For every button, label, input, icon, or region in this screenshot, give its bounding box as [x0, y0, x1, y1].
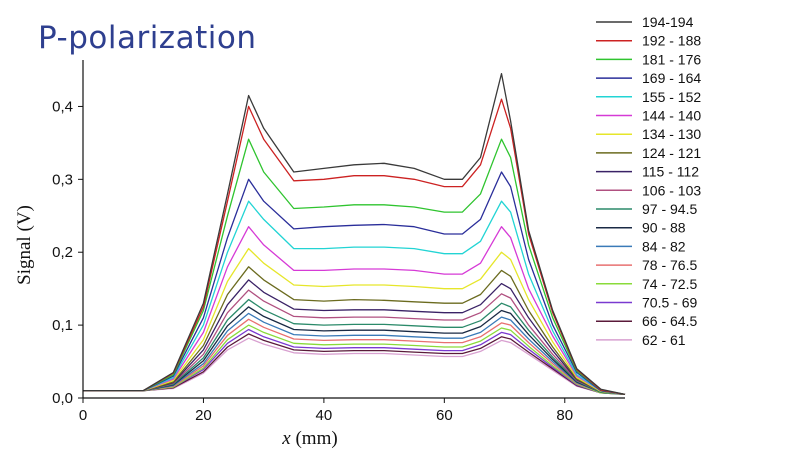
legend-item: 90 - 88 — [596, 220, 686, 236]
series-line — [83, 171, 626, 396]
legend-item: 115 - 112 — [596, 164, 699, 180]
ticks: 0 20 40 60 80 0,0 0,1 0,2 0,3 0,4 — [52, 98, 573, 424]
legend-item: 144 - 140 — [596, 108, 701, 124]
y-tick-label: 0,0 — [52, 390, 73, 407]
y-axis-label: Signal (V) — [14, 205, 35, 285]
legend-item: 66 - 64.5 — [596, 313, 697, 329]
series-line — [83, 247, 626, 396]
legend-item: 106 - 103 — [596, 182, 701, 198]
y-tick-label: 0,1 — [52, 317, 73, 334]
chart-title: P-polarization — [38, 20, 257, 56]
x-tick-label: 40 — [316, 407, 333, 424]
y-tick-label: 0,4 — [52, 98, 73, 115]
legend-label: 155 - 152 — [642, 89, 701, 105]
x-tick-label: 0 — [79, 407, 87, 424]
legend-item: 78 - 76.5 — [596, 257, 697, 273]
plot-lines — [83, 72, 626, 396]
x-tick-label: 20 — [195, 407, 212, 424]
series-line — [83, 266, 626, 396]
legend-label: 78 - 76.5 — [642, 257, 697, 273]
legend-label: 192 - 188 — [642, 33, 701, 49]
legend-label: 169 - 164 — [642, 70, 701, 86]
legend-label: 70.5 - 69 — [642, 295, 697, 311]
series-line — [83, 312, 626, 396]
series-line — [83, 200, 626, 396]
series-line — [83, 289, 626, 396]
legend-item: 84 - 82 — [596, 238, 686, 254]
legend-label: 66 - 64.5 — [642, 313, 697, 329]
legend-item: 97 - 94.5 — [596, 201, 697, 217]
axes — [82, 60, 625, 399]
legend-label: 194-194 — [642, 14, 694, 30]
legend-label: 97 - 94.5 — [642, 201, 697, 217]
x-tick-label: 60 — [436, 407, 453, 424]
x-axis-label: x (mm) — [281, 428, 337, 449]
series-line — [83, 337, 626, 396]
series-line — [83, 333, 626, 396]
legend-item: 181 - 176 — [596, 51, 701, 67]
legend-item: 192 - 188 — [596, 33, 701, 49]
series-line — [83, 318, 626, 396]
x-tick-label: 80 — [556, 407, 573, 424]
legend-label: 62 - 61 — [642, 332, 686, 348]
legend-item: 155 - 152 — [596, 89, 701, 105]
legend-item: 194-194 — [596, 14, 694, 30]
y-tick-label: 0,2 — [52, 244, 73, 261]
series-line — [83, 328, 626, 396]
series-line — [83, 279, 626, 396]
series-line — [83, 226, 626, 396]
legend-label: 115 - 112 — [642, 164, 699, 180]
legend-label: 134 - 130 — [642, 126, 701, 142]
legend-label: 181 - 176 — [642, 51, 701, 67]
legend-label: 106 - 103 — [642, 182, 701, 198]
series-line — [83, 72, 626, 396]
legend-item: 62 - 61 — [596, 332, 686, 348]
series-line — [83, 298, 626, 396]
legend-label: 90 - 88 — [642, 220, 686, 236]
series-line — [83, 98, 626, 396]
series-line — [83, 324, 626, 396]
legend-item: 124 - 121 — [596, 145, 701, 161]
legend-item: 134 - 130 — [596, 126, 701, 142]
legend-item: 74 - 72.5 — [596, 276, 697, 292]
y-tick-label: 0,3 — [52, 171, 73, 188]
legend-label: 84 - 82 — [642, 238, 686, 254]
legend-label: 144 - 140 — [642, 108, 701, 124]
legend-item: 70.5 - 69 — [596, 295, 697, 311]
legend-label: 124 - 121 — [642, 145, 701, 161]
series-line — [83, 138, 626, 396]
legend-label: 74 - 72.5 — [642, 276, 697, 292]
series-line — [83, 306, 626, 396]
legend-item: 169 - 164 — [596, 70, 701, 86]
legend: 194-194 192 - 188 181 - 176 169 - 164 155 - … — [596, 14, 701, 348]
